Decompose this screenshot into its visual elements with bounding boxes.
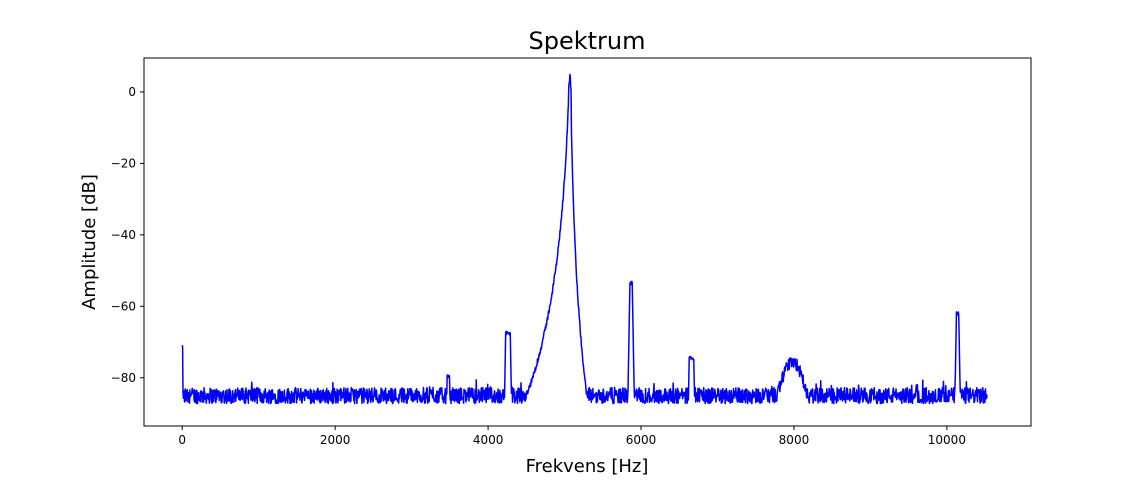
x-tick-label: 4000 <box>473 433 504 447</box>
x-axis: 0 2000 4000 6000 8000 10000 <box>178 426 966 447</box>
x-tick-label: 0 <box>178 433 186 447</box>
y-tick-label: −80 <box>111 371 136 385</box>
x-tick-label: 10000 <box>928 433 966 447</box>
y-tick-label: −60 <box>111 299 136 313</box>
x-tick-label: 6000 <box>626 433 657 447</box>
y-tick-label: −20 <box>111 156 136 170</box>
spectrum-line <box>181 73 988 405</box>
x-tick-label: 8000 <box>779 433 810 447</box>
y-tick-label: 0 <box>128 85 136 99</box>
x-axis-label: Frekvens [Hz] <box>526 456 649 477</box>
series-layer <box>181 73 988 405</box>
y-tick-label: −40 <box>111 228 136 242</box>
x-tick-label: 2000 <box>320 433 351 447</box>
y-axis-label: Amplitude [dB] <box>79 174 100 310</box>
plot-frame <box>143 57 1032 427</box>
plot-area <box>143 57 1032 427</box>
y-axis: 0 −20 −40 −60 −80 <box>111 85 144 385</box>
chart-title: Spektrum <box>529 27 646 55</box>
